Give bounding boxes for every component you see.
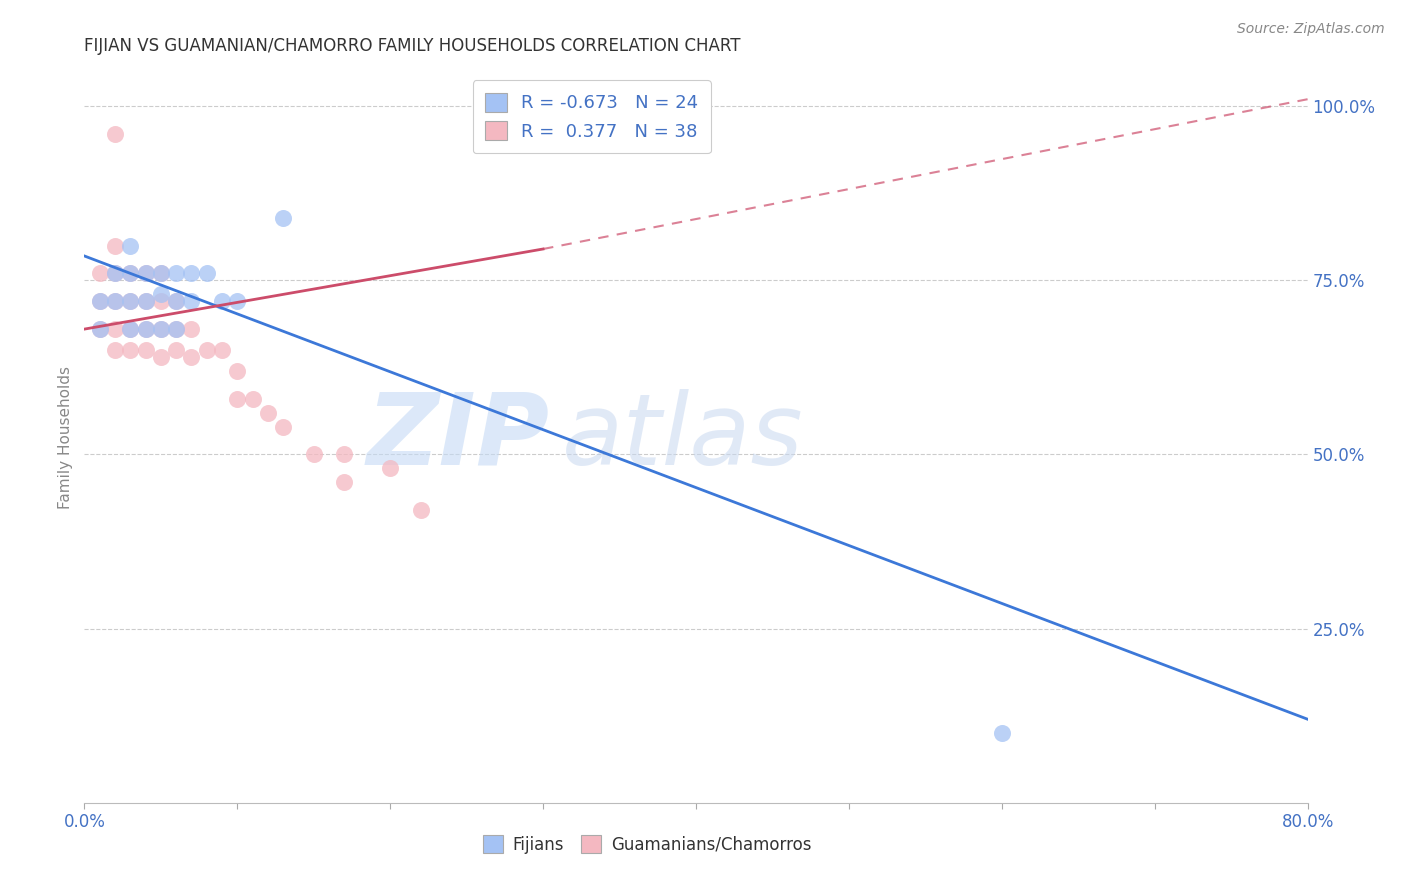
Legend: Fijians, Guamanians/Chamorros: Fijians, Guamanians/Chamorros bbox=[477, 829, 818, 860]
Point bbox=[242, 392, 264, 406]
Point bbox=[165, 294, 187, 309]
Point bbox=[257, 406, 280, 420]
Point bbox=[135, 294, 157, 309]
Point bbox=[135, 322, 157, 336]
Point bbox=[211, 343, 233, 357]
Point bbox=[165, 322, 187, 336]
Point bbox=[104, 322, 127, 336]
Point bbox=[180, 350, 202, 364]
Point bbox=[165, 343, 187, 357]
Point bbox=[333, 475, 356, 490]
Point bbox=[135, 322, 157, 336]
Point bbox=[104, 238, 127, 252]
Point bbox=[991, 726, 1014, 740]
Point bbox=[89, 322, 111, 336]
Point bbox=[120, 266, 142, 280]
Point bbox=[211, 294, 233, 309]
Point bbox=[180, 294, 202, 309]
Y-axis label: Family Households: Family Households bbox=[58, 366, 73, 508]
Point bbox=[89, 266, 111, 280]
Point bbox=[165, 322, 187, 336]
Point bbox=[195, 343, 218, 357]
Point bbox=[149, 287, 172, 301]
Point bbox=[165, 266, 187, 280]
Point bbox=[195, 266, 218, 280]
Point bbox=[271, 419, 294, 434]
Point bbox=[120, 343, 142, 357]
Point bbox=[120, 322, 142, 336]
Point bbox=[104, 127, 127, 141]
Point bbox=[380, 461, 402, 475]
Point bbox=[104, 343, 127, 357]
Point bbox=[226, 294, 249, 309]
Point bbox=[333, 448, 356, 462]
Point bbox=[135, 294, 157, 309]
Point bbox=[226, 392, 249, 406]
Text: FIJIAN VS GUAMANIAN/CHAMORRO FAMILY HOUSEHOLDS CORRELATION CHART: FIJIAN VS GUAMANIAN/CHAMORRO FAMILY HOUS… bbox=[84, 37, 741, 54]
Point bbox=[271, 211, 294, 225]
Text: ZIP: ZIP bbox=[366, 389, 550, 485]
Point bbox=[165, 294, 187, 309]
Point bbox=[89, 322, 111, 336]
Point bbox=[120, 294, 142, 309]
Point bbox=[180, 322, 202, 336]
Point bbox=[89, 294, 111, 309]
Point bbox=[135, 266, 157, 280]
Point bbox=[149, 266, 172, 280]
Point bbox=[135, 343, 157, 357]
Point bbox=[104, 294, 127, 309]
Text: atlas: atlas bbox=[561, 389, 803, 485]
Point bbox=[135, 266, 157, 280]
Point bbox=[149, 294, 172, 309]
Point bbox=[409, 503, 432, 517]
Point bbox=[89, 294, 111, 309]
Point bbox=[302, 448, 325, 462]
Point bbox=[120, 294, 142, 309]
Point bbox=[149, 322, 172, 336]
Text: Source: ZipAtlas.com: Source: ZipAtlas.com bbox=[1237, 22, 1385, 37]
Point bbox=[149, 350, 172, 364]
Point bbox=[104, 294, 127, 309]
Point bbox=[120, 322, 142, 336]
Point bbox=[120, 238, 142, 252]
Point bbox=[120, 266, 142, 280]
Point bbox=[180, 266, 202, 280]
Point bbox=[149, 266, 172, 280]
Point bbox=[149, 322, 172, 336]
Point bbox=[226, 364, 249, 378]
Point bbox=[104, 266, 127, 280]
Point bbox=[104, 266, 127, 280]
